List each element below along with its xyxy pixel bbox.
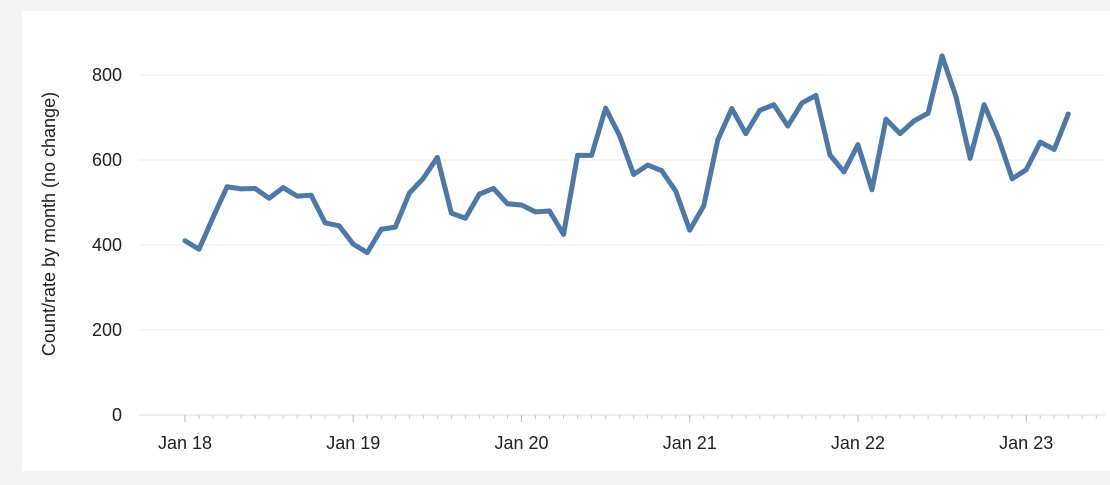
data-point: [336, 223, 342, 229]
data-point: [617, 133, 623, 139]
y-tick-label: 400: [92, 235, 122, 255]
data-point: [364, 250, 370, 256]
data-point: [519, 202, 524, 208]
data-point: [729, 106, 735, 111]
x-axis: Jan 18 Jan 19 Jan 20 Jan 21 Jan 22 Jan 23: [158, 415, 1097, 453]
data-point: [1009, 176, 1015, 182]
data-point: [743, 131, 749, 137]
data-point: [434, 155, 440, 160]
data-point: [883, 116, 889, 122]
data-point: [869, 187, 875, 193]
y-axis-title: Count/rate by month (no change): [39, 92, 59, 356]
x-tick-label: Jan 21: [663, 433, 717, 453]
data-point: [687, 227, 693, 233]
y-tick-label: 800: [92, 65, 122, 85]
data-point: [827, 152, 833, 158]
data-point: [813, 93, 819, 98]
data-point: [701, 203, 707, 209]
data-point: [799, 100, 805, 106]
data-point: [631, 172, 637, 177]
data-point: [448, 210, 454, 216]
data-point: [322, 220, 328, 226]
data-point: [406, 190, 412, 196]
y-tick-label: 600: [92, 150, 122, 170]
data-point: [294, 193, 300, 199]
data-point: [196, 246, 202, 252]
data-point: [1065, 111, 1071, 117]
data-point: [238, 186, 244, 192]
data-point: [533, 209, 538, 215]
data-point: [350, 241, 356, 247]
data-point: [603, 105, 608, 111]
chart-card: Jan 18 Jan 19 Jan 20 Jan 21 Jan 22 Jan 23 0 20…: [22, 11, 1110, 471]
data-point: [182, 238, 188, 244]
data-point: [855, 142, 861, 148]
data-point: [645, 162, 651, 168]
data-point: [659, 168, 665, 174]
data-point: [308, 192, 314, 198]
data-point: [939, 53, 945, 59]
data-point: [477, 191, 482, 197]
x-tick-label: Jan 23: [999, 433, 1053, 453]
data-point: [547, 208, 552, 214]
data-point: [785, 123, 791, 129]
data-point: [673, 188, 679, 194]
data-point: [715, 137, 721, 143]
y-tick-label: 200: [92, 320, 122, 340]
data-point: [224, 184, 230, 190]
data-point: [981, 102, 987, 108]
data-point: [252, 186, 258, 191]
data-point: [505, 201, 510, 207]
data-point: [589, 152, 594, 158]
data-point: [420, 175, 426, 181]
data-point: [897, 131, 903, 137]
x-tick-label: Jan 19: [326, 433, 380, 453]
series-line: [182, 53, 1071, 256]
data-point: [995, 135, 1001, 140]
x-tick-label: Jan 20: [494, 433, 548, 453]
data-point: [491, 186, 496, 191]
data-points: [182, 53, 1071, 256]
y-axis-ticks: 0 200 400 600 800: [92, 65, 122, 425]
x-tick-label: Jan 18: [158, 433, 212, 453]
y-tick-label: 0: [112, 405, 122, 425]
data-point: [841, 169, 847, 175]
data-point: [575, 152, 580, 158]
data-point: [757, 107, 763, 113]
line-chart: Jan 18 Jan 19 Jan 20 Jan 21 Jan 22 Jan 23 0 20…: [39, 53, 1105, 453]
data-point: [561, 231, 566, 237]
data-point: [392, 224, 398, 230]
data-point: [210, 214, 216, 220]
x-tick-label: Jan 22: [831, 433, 885, 453]
data-point: [1023, 167, 1029, 173]
data-point: [266, 195, 272, 201]
gridlines: [139, 74, 1105, 416]
data-point: [967, 155, 973, 161]
data-point: [1051, 146, 1057, 152]
data-point: [771, 102, 777, 108]
data-point: [280, 185, 286, 191]
data-point: [463, 215, 468, 221]
data-point: [911, 118, 917, 124]
data-point: [1037, 139, 1043, 145]
data-point: [953, 94, 959, 100]
data-point: [925, 110, 931, 116]
data-point: [378, 226, 384, 232]
